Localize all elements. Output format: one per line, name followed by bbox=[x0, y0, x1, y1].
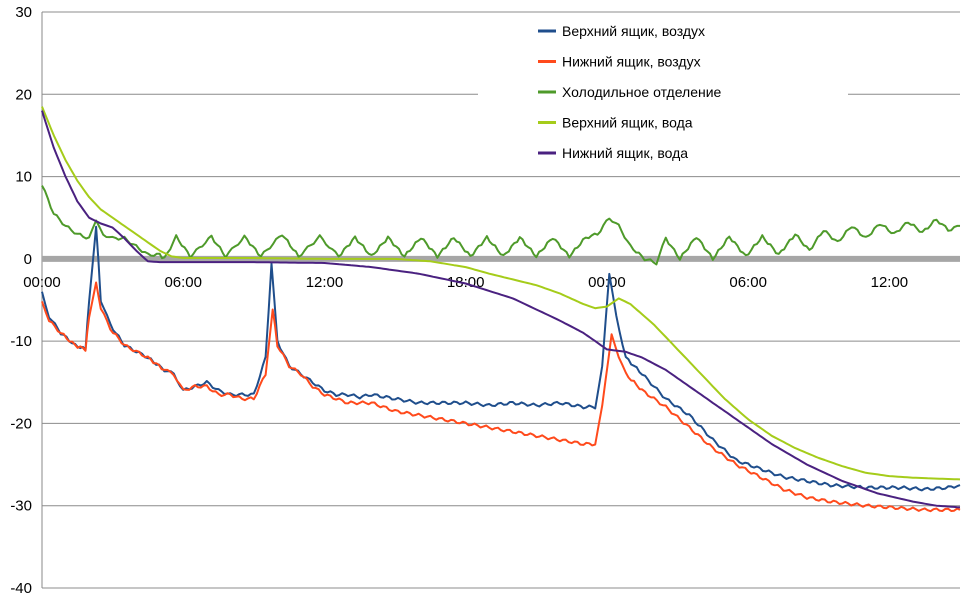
series-line bbox=[41, 225, 961, 492]
y-tick-label: 10 bbox=[15, 169, 32, 186]
series-line bbox=[41, 110, 961, 509]
legend-label: Холодильное отделение bbox=[562, 84, 722, 100]
y-tick-label: 0 bbox=[24, 251, 32, 268]
y-tick-label: -20 bbox=[10, 415, 32, 432]
series-line bbox=[41, 185, 960, 266]
y-tick-label: -30 bbox=[10, 498, 32, 515]
x-tick-label: 12:00 bbox=[306, 274, 344, 291]
y-tick-label: -40 bbox=[10, 580, 32, 597]
y-tick-label: -10 bbox=[10, 333, 32, 350]
x-tick-label: 12:00 bbox=[871, 274, 909, 291]
legend-label: Нижний ящик, воздух bbox=[562, 54, 701, 70]
x-tick-label: 06:00 bbox=[729, 274, 767, 291]
x-tick-label: 00:00 bbox=[23, 274, 61, 291]
series-line bbox=[41, 106, 961, 481]
x-tick-label: 00:00 bbox=[588, 274, 626, 291]
series-line bbox=[41, 281, 961, 513]
series-lines bbox=[41, 106, 961, 513]
x-tick-labels: 00:00 06:00 12:00 18:00 00:00 06:00 12:00 bbox=[23, 274, 908, 291]
gridlines bbox=[42, 11, 960, 589]
legend-label: Верхний ящик, вода bbox=[562, 115, 693, 131]
legend-label: Верхний ящик, воздух bbox=[562, 23, 705, 39]
y-tick-label: 20 bbox=[15, 86, 32, 103]
y-tick-labels: 30 20 10 0 -10 -20 -30 -40 bbox=[10, 4, 32, 597]
y-tick-label: 30 bbox=[15, 4, 32, 21]
x-tick-label: 06:00 bbox=[164, 274, 202, 291]
legend: Верхний ящик, воздух Нижний ящик, воздух Х… bbox=[478, 14, 848, 170]
legend-label: Нижний ящик, вода bbox=[562, 145, 688, 161]
